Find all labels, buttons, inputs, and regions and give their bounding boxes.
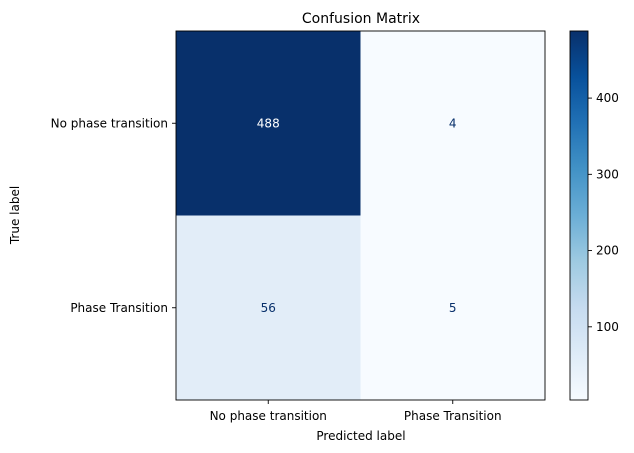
- y-axis-label: True label: [8, 186, 22, 245]
- colorbar-tick-label: 200: [596, 244, 619, 258]
- heatmap-cell: [360, 31, 545, 216]
- colorbar-tick-label: 100: [596, 320, 619, 334]
- y-tick-label: No phase transition: [51, 116, 168, 130]
- x-tick-label: Phase Transition: [404, 409, 502, 423]
- heatmap-cell-labels: 488 4 56 5: [257, 116, 457, 315]
- x-axis-ticks: No phase transition Phase Transition: [210, 400, 502, 423]
- x-axis-label: Predicted label: [316, 429, 405, 443]
- y-tick-label: Phase Transition: [70, 301, 168, 315]
- cell-value-label: 488: [257, 116, 280, 130]
- heatmap-cell: [176, 215, 361, 400]
- heatmap-cells: [176, 31, 545, 400]
- cell-value-label: 56: [261, 301, 276, 315]
- cell-value-label: 5: [449, 301, 457, 315]
- x-tick-label: No phase transition: [210, 409, 327, 423]
- colorbar: [569, 30, 589, 401]
- y-axis-ticks: No phase transition Phase Transition: [51, 116, 176, 315]
- chart-title: Confusion Matrix: [302, 11, 420, 27]
- colorbar-ticks: 100 200 300 400: [588, 91, 619, 334]
- colorbar-tick-label: 300: [596, 167, 619, 181]
- plot-frame: [175, 30, 546, 401]
- colorbar-tick-label: 400: [596, 91, 619, 105]
- heatmap-cell: [176, 31, 361, 216]
- cell-value-label: 4: [449, 116, 457, 130]
- heatmap-cell: [360, 215, 545, 400]
